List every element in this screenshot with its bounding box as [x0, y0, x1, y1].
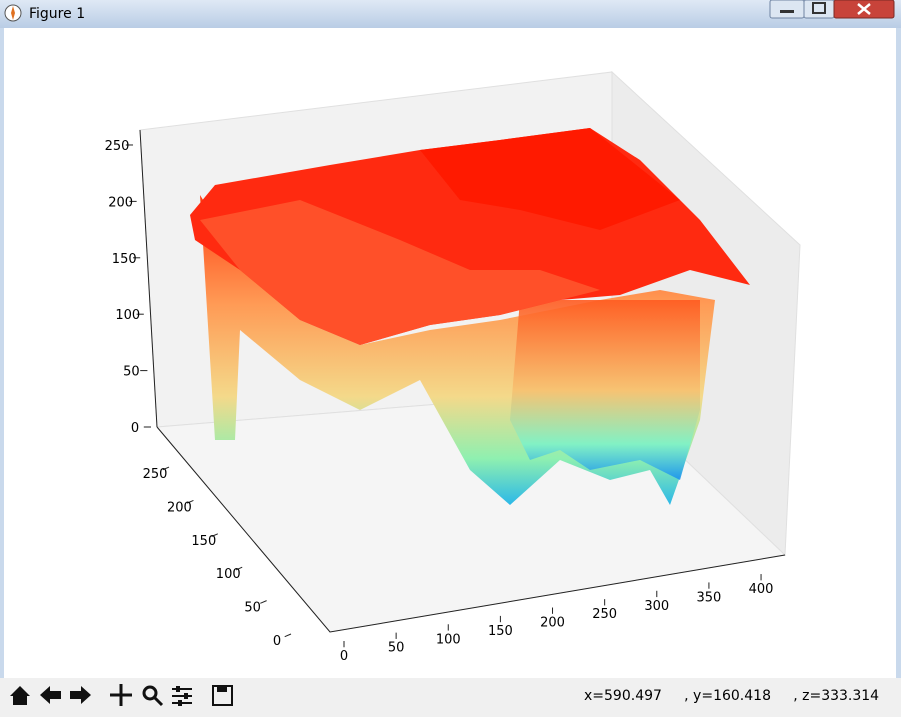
window-title: Figure 1: [29, 6, 85, 22]
back-button[interactable]: [37, 682, 64, 709]
z-tick-label: 100: [115, 308, 140, 323]
forward-button[interactable]: [67, 682, 94, 709]
y-tick-label: 150: [191, 534, 216, 549]
x-tick-label: 400: [749, 582, 774, 597]
x-tick-label: 0: [340, 649, 348, 664]
status-text: x=590.497 , y=160.418 , z=333.314: [584, 688, 879, 704]
y-tick-label: 50: [244, 601, 261, 616]
minimize-button[interactable]: [769, 0, 805, 19]
y-tick-mark: [235, 566, 243, 571]
y-tick-mark: [162, 466, 170, 471]
z-tick-label: 250: [105, 139, 130, 154]
title-bar: [0, 0, 901, 28]
maximize-glyph: [812, 2, 826, 14]
surface-ridge: [200, 200, 600, 345]
axis-lines: [156, 426, 786, 633]
x-tick-label: 300: [644, 599, 669, 614]
y-tick-label: 200: [167, 500, 192, 515]
y-tick-mark: [186, 499, 194, 504]
z-axis-line: [139, 129, 158, 428]
z-tick-label: 200: [108, 195, 133, 210]
save-button[interactable]: [209, 682, 236, 709]
y-tick-label: 250: [143, 467, 168, 482]
close-glyph: [857, 3, 871, 15]
y-tick-mark: [284, 633, 292, 638]
z-tick-label: 50: [123, 365, 140, 380]
zoom-button[interactable]: [138, 682, 165, 709]
z-tick-label: 150: [112, 252, 137, 267]
pan-button[interactable]: [108, 682, 135, 709]
y-tick-label: 100: [216, 567, 241, 582]
y-tick-label: 0: [273, 634, 281, 649]
x-tick-label: 200: [540, 616, 565, 631]
minimize-glyph: [780, 10, 794, 13]
x-tick-label: 50: [388, 641, 405, 656]
y-tick-mark: [211, 533, 219, 537]
home-button[interactable]: [7, 682, 34, 709]
x-tick-label: 100: [436, 632, 461, 647]
configure-button[interactable]: [168, 682, 195, 709]
x-tick-label: 150: [488, 624, 513, 639]
surface-curtain-deep: [510, 300, 700, 480]
z-tick-label: 0: [131, 421, 139, 436]
app-icon-glyph: [11, 6, 15, 20]
surface-plateau: [420, 128, 680, 230]
y-tick-mark: [260, 600, 267, 604]
x-tick-label: 250: [592, 607, 617, 622]
x-tick-label: 350: [697, 590, 722, 605]
